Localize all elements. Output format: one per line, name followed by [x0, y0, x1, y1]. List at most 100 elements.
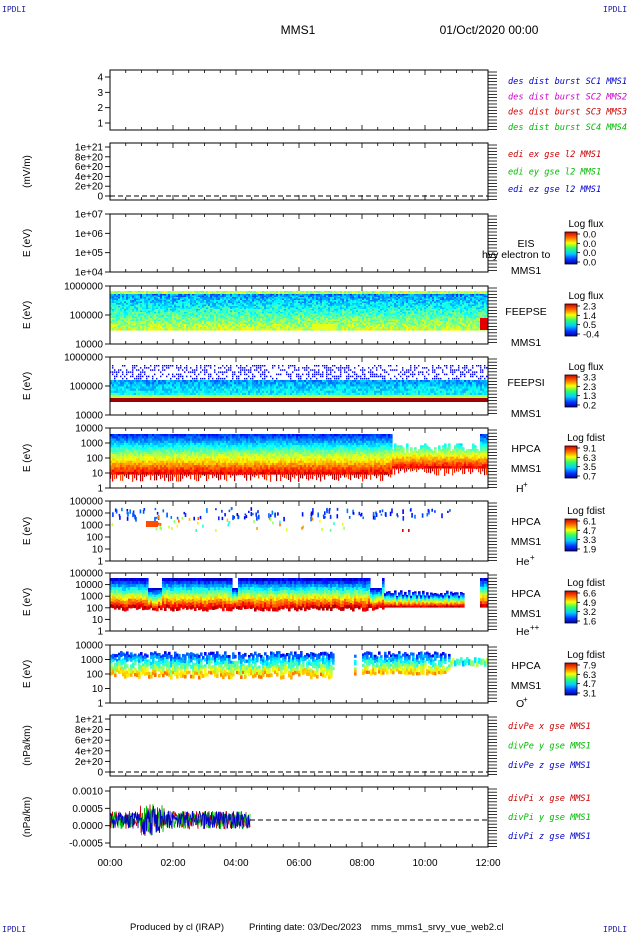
spectrogram-cell: [144, 307, 147, 310]
spectrogram-cell: [160, 300, 163, 303]
spectrogram-cell: [246, 304, 249, 307]
spectrogram-cell: [240, 300, 243, 303]
spectrogram-cell: [218, 298, 221, 301]
spectrogram-cell: [206, 321, 209, 324]
spectrogram-cell: [170, 313, 173, 316]
spectrogram-cell: [250, 319, 253, 322]
spectrogram-cell: [198, 307, 201, 310]
spectrogram-cell: [138, 312, 141, 315]
spectrogram-cell: [226, 324, 229, 327]
spectrogram-cell: [210, 315, 213, 318]
spectrogram-cell: [142, 310, 145, 313]
spectrogram-cell: [248, 300, 251, 303]
spectrogram-cell: [206, 301, 209, 304]
spectrogram-cell: [148, 328, 151, 331]
spectrogram-cell: [228, 307, 231, 310]
spectrogram-cell: [182, 321, 185, 324]
spectrogram-cell: [238, 301, 241, 304]
spectrogram-cell: [250, 316, 253, 319]
spectrogram-cell: [234, 292, 237, 295]
spectrogram-cell: [136, 306, 139, 309]
spectrogram-cell: [248, 297, 251, 300]
spectrogram-cell: [114, 303, 117, 306]
spectrogram-cell: [174, 312, 177, 315]
spectrogram-cell: [126, 318, 129, 321]
spectrogram-cell: [216, 303, 219, 306]
spectrogram-cell: [114, 297, 117, 300]
spectrogram-cell: [114, 315, 117, 318]
spectrogram-cell: [228, 309, 231, 312]
spectrogram-cell: [250, 325, 253, 328]
spectrogram-cell: [196, 309, 199, 312]
spectrogram-cell: [212, 300, 215, 303]
spectrogram-cell: [186, 301, 189, 304]
spectrogram-cell: [160, 309, 163, 312]
spectrogram-cell: [124, 325, 127, 328]
spectrogram-cell: [218, 301, 221, 304]
spectrogram-cell: [222, 306, 225, 309]
spectrogram-cell: [216, 306, 219, 309]
spectrogram-cell: [118, 292, 121, 295]
y-axis-label: E (eV): [22, 229, 33, 257]
spectrogram-cell: [210, 297, 213, 300]
spectrogram-cell: [254, 316, 257, 319]
spectrogram-cell: [150, 327, 153, 330]
spectrogram-cell: [254, 304, 257, 307]
spectrogram-cell: [130, 292, 133, 295]
spectrogram-cell: [168, 313, 171, 316]
spectrogram-cell: [160, 295, 163, 298]
spectrogram-cell: [236, 295, 239, 298]
spectrogram-cell: [154, 307, 157, 310]
spectrogram-cell: [176, 324, 179, 327]
spectrogram-cell: [194, 325, 197, 328]
spectrogram-cell: [222, 321, 225, 324]
spectrogram-cell: [124, 324, 127, 327]
spectrogram-cell: [140, 313, 143, 316]
spectrogram-cell: [176, 309, 179, 312]
spectrogram-cell: [240, 321, 243, 324]
spectrogram-cell: [114, 319, 117, 322]
spectrogram-cell: [220, 310, 223, 313]
spectrogram-cell: [170, 328, 173, 331]
spectrogram-cell: [250, 310, 253, 313]
spectrogram-cell: [118, 295, 121, 298]
spectrogram-cell: [152, 306, 155, 309]
spectrogram-cell: [112, 316, 115, 319]
spectrogram-cell: [164, 327, 167, 330]
spectrogram-cell: [210, 295, 213, 298]
spectrogram-cell: [146, 318, 149, 321]
spectrogram-cell: [142, 315, 145, 318]
spectrogram-cell: [228, 319, 231, 322]
spectrogram-cell: [134, 328, 137, 331]
spectrogram-cell: [144, 301, 147, 304]
spectrogram-cell: [226, 292, 229, 295]
spectrogram-cell: [168, 328, 171, 331]
spectrogram-cell: [142, 304, 145, 307]
spectrogram-cell: [162, 304, 165, 307]
spectrogram-cell: [232, 301, 235, 304]
spectrogram-cell: [140, 301, 143, 304]
corner-label-top-left: IPDLI: [2, 5, 27, 14]
spectrogram-cell: [204, 328, 207, 331]
spectrogram-cell: [132, 306, 135, 309]
spectrogram-cell: [142, 324, 145, 327]
spectrogram-cell: [116, 291, 119, 294]
spectrogram-cell: [178, 318, 181, 321]
spectrogram-cell: [188, 307, 191, 310]
spectrogram-cell: [140, 319, 143, 322]
spectrogram-cell: [194, 318, 197, 321]
spectrogram-cell: [224, 310, 227, 313]
spectrogram-cell: [156, 307, 159, 310]
y-tick-label: 4: [97, 73, 103, 84]
spectrogram-cell: [122, 300, 125, 303]
spectrogram-cell: [234, 324, 237, 327]
spectrogram-cell: [194, 303, 197, 306]
spectrogram-cell: [140, 325, 143, 328]
spectrogram-cell: [228, 298, 231, 301]
spectrogram-cell: [174, 324, 177, 327]
spectrogram-cell: [168, 327, 171, 330]
corner-label-bottom-left: IPDLI: [2, 925, 27, 934]
spectrogram-cell: [138, 328, 141, 331]
spectrogram-cell: [200, 292, 203, 295]
spectrogram-cell: [236, 309, 239, 312]
